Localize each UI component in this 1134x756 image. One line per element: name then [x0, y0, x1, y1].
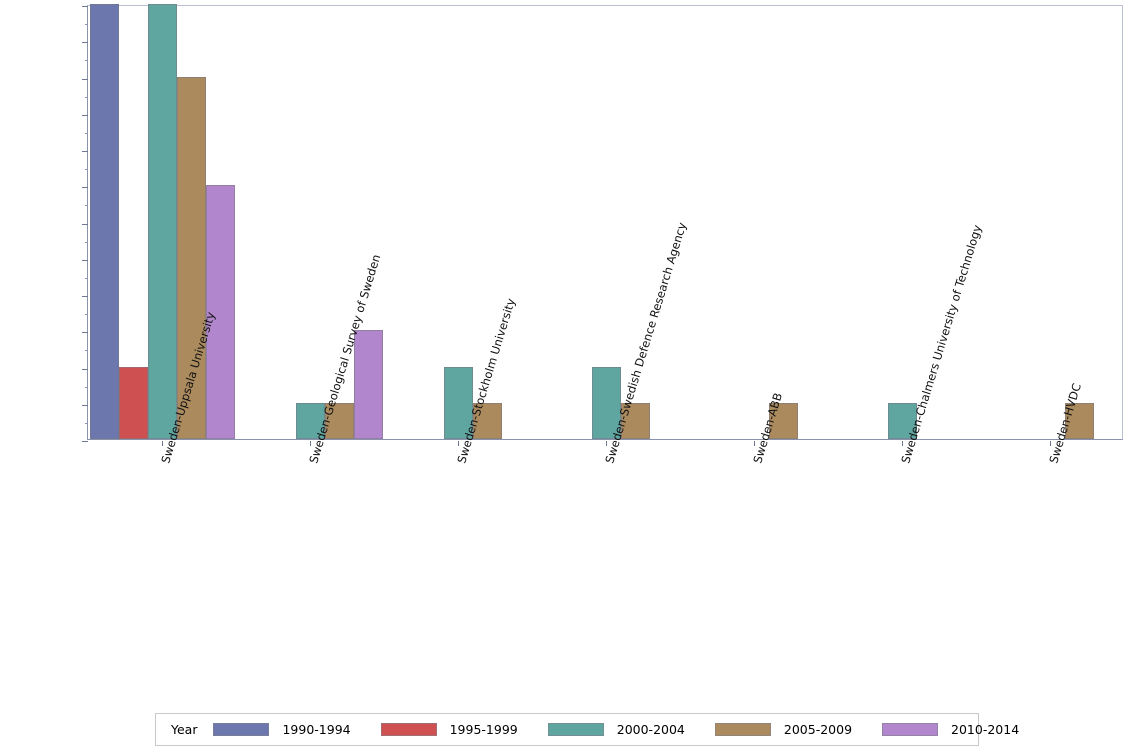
y-tick-mark: [82, 223, 88, 225]
x-tick-mark: [310, 441, 311, 446]
plot-area: 0123456789101112: [82, 4, 1123, 446]
legend-title: Year: [171, 722, 198, 737]
y-tick-mark: [82, 6, 88, 7]
legend-color-swatch: [882, 723, 939, 736]
bar: [768, 402, 798, 439]
bar: [147, 4, 177, 439]
legend-label: 2000-2004: [616, 722, 685, 737]
legend-entry[interactable]: 2000-2004: [547, 722, 711, 737]
y-minor-tick-mark: [84, 422, 88, 424]
legend-color-swatch: [213, 723, 270, 736]
legend-color-swatch: [714, 723, 771, 736]
legend-color-swatch: [380, 723, 437, 736]
y-minor-tick-mark: [84, 350, 88, 352]
bar: [591, 366, 621, 439]
legend-entry[interactable]: 1995-1999: [380, 722, 544, 737]
bar: [353, 330, 383, 439]
y-tick-mark: [82, 368, 88, 370]
bars-layer: [88, 4, 1122, 439]
bar: [295, 402, 325, 439]
bar: [89, 4, 119, 439]
y-minor-tick-mark: [84, 24, 88, 26]
y-minor-tick-mark: [84, 169, 88, 171]
y-minor-tick-mark: [84, 132, 88, 134]
legend-entries: 1990-1994 1995-1999 2000-2004 2005-2009 2010…: [213, 722, 1049, 737]
bar: [887, 402, 917, 439]
x-tick-mark: [458, 441, 459, 446]
y-tick-mark: [82, 78, 88, 80]
bar: [205, 185, 235, 439]
y-minor-tick-mark: [84, 386, 88, 388]
legend-label: 1995-1999: [449, 722, 518, 737]
y-tick-mark: [82, 114, 88, 116]
legend-label: 1990-1994: [282, 722, 351, 737]
legend-label: 2005-2009: [783, 722, 853, 737]
y-tick-mark: [82, 42, 88, 44]
bar: [176, 76, 206, 439]
x-tick-mark: [754, 441, 755, 446]
y-tick-mark: [82, 332, 88, 334]
x-tick-mark: [162, 441, 163, 446]
legend-entry[interactable]: 2005-2009: [714, 722, 878, 737]
legend-entry[interactable]: 2010-2014: [882, 722, 1045, 737]
y-minor-tick-mark: [84, 241, 88, 243]
bar: [620, 402, 650, 439]
y-minor-tick-mark: [84, 205, 88, 207]
bar: [118, 366, 148, 439]
legend-color-swatch: [547, 723, 604, 736]
bar: [472, 402, 502, 439]
legend-label: 2010-2014: [951, 722, 1020, 737]
chart-legend: Year 1990-1994 1995-1999 2000-2004 2005-200…: [155, 713, 1019, 746]
x-tick-mark: [1050, 441, 1051, 446]
y-tick-mark: [82, 404, 88, 406]
y-tick-mark: [82, 151, 88, 152]
y-minor-tick-mark: [84, 96, 88, 98]
y-tick-mark: [82, 187, 88, 189]
bar: [1064, 402, 1094, 439]
bar: [443, 366, 473, 439]
y-tick-mark: [82, 441, 88, 442]
y-minor-tick-mark: [84, 277, 88, 279]
y-minor-tick-mark: [84, 314, 88, 316]
y-tick-mark: [82, 296, 88, 297]
bar: [324, 402, 354, 439]
y-minor-tick-mark: [84, 60, 88, 62]
y-tick-mark: [82, 259, 88, 261]
legend-entry[interactable]: 1990-1994: [213, 722, 376, 737]
x-tick-mark: [606, 441, 607, 446]
x-tick-mark: [902, 441, 903, 446]
